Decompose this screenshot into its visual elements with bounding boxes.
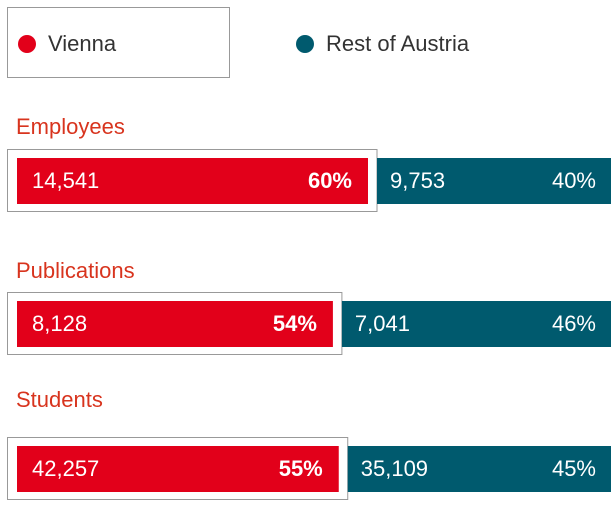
bar-segment — [341, 301, 611, 347]
share-label: 54% — [273, 311, 317, 336]
bar-segment — [347, 446, 611, 492]
bar-segment — [17, 446, 339, 492]
category-label: Students — [16, 387, 103, 412]
count-label: 7,041 — [355, 311, 410, 336]
bar-segment — [17, 158, 368, 204]
legend-marker — [18, 35, 36, 53]
legend-label: Rest of Austria — [326, 31, 470, 56]
count-label: 35,109 — [361, 456, 428, 481]
legend-label: Vienna — [48, 31, 117, 56]
category-label: Publications — [16, 258, 135, 283]
legend-marker — [296, 35, 314, 53]
bar-segment — [377, 158, 611, 204]
legend-highlight — [7, 7, 230, 78]
count-label: 14,541 — [32, 168, 99, 193]
category-label: Employees — [16, 114, 125, 139]
share-label: 40% — [552, 168, 596, 193]
count-label: 8,128 — [32, 311, 87, 336]
count-label: 42,257 — [32, 456, 99, 481]
bar-segment — [17, 301, 333, 347]
share-label: 55% — [279, 456, 323, 481]
share-label: 45% — [552, 456, 596, 481]
share-label: 46% — [552, 311, 596, 336]
share-label: 60% — [308, 168, 352, 193]
count-label: 9,753 — [390, 168, 445, 193]
